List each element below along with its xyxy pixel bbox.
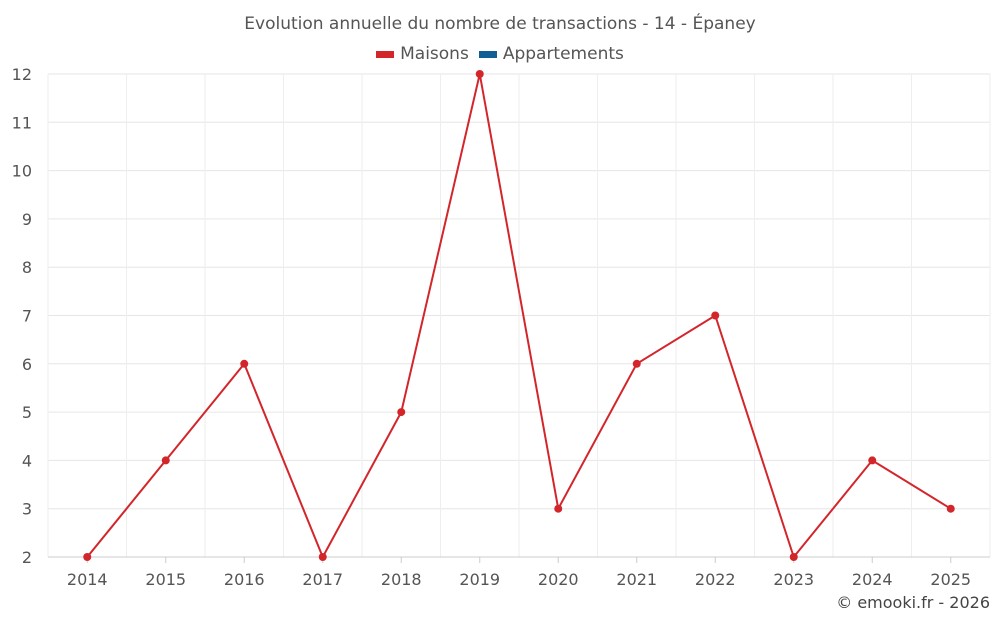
y-tick-label: 10 xyxy=(12,162,32,181)
data-point[interactable] xyxy=(475,70,484,78)
y-tick-label: 4 xyxy=(22,451,32,470)
y-tick-label: 6 xyxy=(22,355,32,374)
data-point[interactable] xyxy=(632,359,641,368)
legend-swatch-appartements xyxy=(478,50,497,58)
x-tick-label: 2019 xyxy=(459,570,500,589)
x-tick-label: 2025 xyxy=(930,570,971,589)
y-tick-label: 5 xyxy=(22,403,32,422)
y-tick-label: 9 xyxy=(22,210,32,229)
x-tick-label: 2022 xyxy=(695,570,736,589)
data-point[interactable] xyxy=(711,311,720,320)
data-point[interactable] xyxy=(789,553,798,561)
legend-label-appartements: Appartements xyxy=(502,44,624,64)
data-point[interactable] xyxy=(946,504,955,513)
x-tick-label: 2016 xyxy=(224,570,265,589)
y-tick-label: 2 xyxy=(22,548,32,567)
legend-item-maisons[interactable]: Maisons xyxy=(376,44,469,64)
x-tick-label: 2021 xyxy=(616,570,657,589)
x-tick-label: 2020 xyxy=(538,570,579,589)
x-tick-label: 2024 xyxy=(852,570,893,589)
data-point[interactable] xyxy=(397,408,406,417)
y-tick-label: 3 xyxy=(22,500,32,519)
series-layer xyxy=(83,70,955,561)
x-tick-label: 2018 xyxy=(381,570,422,589)
legend-swatch-maisons xyxy=(376,50,395,58)
data-point[interactable] xyxy=(868,456,877,465)
series-line-maisons xyxy=(86,73,952,560)
credit-text: © emooki.fr - 2026 xyxy=(836,593,990,612)
x-tick-label: 2023 xyxy=(773,570,814,589)
y-tick-label: 7 xyxy=(22,307,32,326)
axes: 2 3 4 5 6 7 8 9 10 11 12 2014 2015 2016 2017 2018 2019 20… xyxy=(12,65,990,589)
x-tick-label: 2014 xyxy=(67,570,108,589)
y-tick-label: 11 xyxy=(12,113,32,132)
data-point[interactable] xyxy=(554,504,563,513)
legend: Maisons Appartements xyxy=(0,44,1000,64)
data-point[interactable] xyxy=(161,456,170,465)
data-point[interactable] xyxy=(83,553,92,561)
y-tick-label: 8 xyxy=(22,258,32,277)
x-tick-label: 2017 xyxy=(302,570,343,589)
grid xyxy=(47,73,991,558)
x-tick-label: 2015 xyxy=(145,570,186,589)
data-point[interactable] xyxy=(240,359,249,368)
legend-label-maisons: Maisons xyxy=(400,44,469,64)
y-tick-label: 12 xyxy=(12,65,32,84)
chart-title: Evolution annuelle du nombre de transact… xyxy=(244,14,756,34)
legend-item-appartements[interactable]: Appartements xyxy=(478,44,624,64)
data-point[interactable] xyxy=(318,553,327,561)
